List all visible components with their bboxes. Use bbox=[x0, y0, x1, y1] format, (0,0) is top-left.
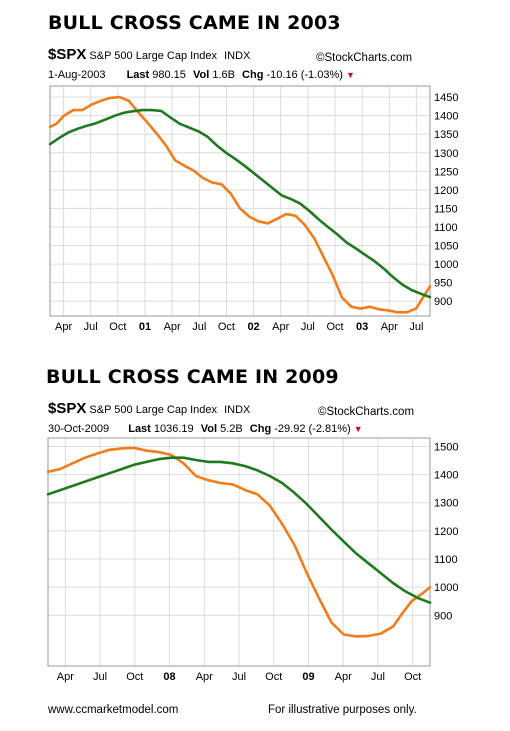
chart-1-source: ©StockCharts.com bbox=[316, 52, 412, 64]
chart-2-x-tick-label: Jul bbox=[93, 671, 107, 683]
chart-1-x-tick-label: 02 bbox=[247, 321, 259, 333]
chart-2-moving-average-line bbox=[46, 456, 432, 604]
chart-2-last-label: Last bbox=[128, 423, 151, 435]
chart-1-x-tick-label: Apr bbox=[381, 321, 398, 333]
down-triangle-icon: ▼ bbox=[345, 70, 355, 80]
chart-1-y-tick-label: 1100 bbox=[434, 222, 458, 234]
chart-2-x-tick-label: Apr bbox=[57, 671, 74, 683]
chart-2-x-tick-label: Oct bbox=[404, 671, 421, 683]
chart-2-index-name: S&P 500 Large Cap Index bbox=[89, 404, 218, 416]
chart-1-last-label: Last bbox=[126, 69, 150, 81]
chart-2-date: 30-Oct-2009 bbox=[48, 423, 110, 435]
chart-2-x-tick-label: 09 bbox=[302, 671, 314, 683]
footer-website[interactable]: www.ccmarketmodel.com bbox=[48, 704, 179, 716]
down-triangle-icon: ▼ bbox=[353, 424, 363, 434]
chart-1-x-tick-label: Jul bbox=[84, 321, 98, 333]
chart-2-x-tick-label: Apr bbox=[196, 671, 213, 683]
chart-1-x-tick-label: Jul bbox=[301, 321, 315, 333]
chart-1-y-tick-label: 1200 bbox=[434, 185, 458, 197]
chart-1-x-tick-label: 01 bbox=[139, 321, 151, 333]
chart-2-x-tick-label: Jul bbox=[371, 671, 385, 683]
footer-disclaimer: For illustrative purposes only. bbox=[268, 704, 417, 716]
chart-1-frame bbox=[49, 85, 431, 317]
chart-1-x-tick-label: Oct bbox=[218, 321, 235, 333]
chart-2-source: ©StockCharts.com bbox=[318, 406, 414, 418]
chart-2-y-tick-label: 1500 bbox=[434, 441, 458, 453]
chart-2-header-line-2: 30-Oct-2009 Last 1036.19 Vol 5.2B Chg -2… bbox=[48, 423, 363, 435]
chart-1-chg-value: -10.16 (-1.03%) bbox=[266, 69, 343, 81]
chart-2-x-tick-label: Oct bbox=[126, 671, 143, 683]
chart-2-vol-value: 5.2B bbox=[220, 423, 243, 435]
chart-2-exchange: INDX bbox=[224, 404, 251, 416]
chart-1-source-text: StockCharts.com bbox=[324, 52, 413, 64]
chart-2-x-tick-label: Apr bbox=[335, 671, 352, 683]
chart-2-price-line bbox=[46, 446, 432, 638]
chart-2-last-value: 1036.19 bbox=[153, 423, 194, 435]
chart-1-last-value: 980.15 bbox=[152, 69, 186, 81]
chart-2-symbol: $SPX bbox=[48, 400, 87, 417]
chart-1-y-tick-label: 1050 bbox=[434, 241, 458, 253]
chart-2-y-tick-label: 1200 bbox=[434, 526, 458, 538]
chart-1-y-tick-label: 950 bbox=[434, 278, 452, 290]
chart-1-vol-value: 1.6B bbox=[212, 69, 235, 81]
chart-1-y-tick-label: 1450 bbox=[434, 92, 458, 104]
chart-1-chg-label: Chg bbox=[242, 69, 264, 81]
chart-2-source-text: StockCharts.com bbox=[326, 406, 415, 418]
chart-1-x-tick-label: Oct bbox=[326, 321, 343, 333]
chart-1-symbol: $SPX bbox=[48, 46, 87, 63]
chart-1-y-tick-label: 1350 bbox=[434, 129, 458, 141]
chart-1-x-tick-label: Jul bbox=[192, 321, 206, 333]
chart-1-moving-average-line bbox=[48, 108, 432, 299]
copyright-icon: © bbox=[316, 52, 325, 64]
chart-2-header-line-1: $SPX S&P 500 Large Cap Index INDX bbox=[48, 400, 250, 417]
chart-1-index-name: S&P 500 Large Cap Index bbox=[89, 50, 218, 62]
chart-2-y-tick-label: 1400 bbox=[434, 470, 458, 482]
chart-1-exchange: INDX bbox=[224, 50, 251, 62]
chart-1-y-tick-label: 1400 bbox=[434, 111, 458, 123]
chart-2-y-tick-label: 1000 bbox=[434, 582, 458, 594]
chart-1-x-tick-label: 03 bbox=[356, 321, 368, 333]
copyright-icon: © bbox=[318, 406, 327, 418]
chart-2-frame bbox=[47, 437, 431, 667]
chart-2-y-tick-label: 1100 bbox=[434, 554, 458, 566]
chart-1-x-tick-label: Apr bbox=[55, 321, 72, 333]
chart-2-chg-value: -29.92 (-2.81%) bbox=[274, 423, 351, 435]
chart-1-x-tick-label: Apr bbox=[272, 321, 289, 333]
chart-1-y-tick-label: 1250 bbox=[434, 166, 458, 178]
chart-1-y-tick-label: 1300 bbox=[434, 148, 458, 160]
chart-1-title: BULL CROSS CAME IN 2003 bbox=[48, 12, 341, 34]
chart-1-vol-label: Vol bbox=[192, 69, 210, 81]
chart-1-y-tick-label: 1000 bbox=[434, 259, 458, 271]
chart-2-title: BULL CROSS CAME IN 2009 bbox=[46, 366, 339, 388]
chart-2-chg-label: Chg bbox=[249, 423, 272, 435]
chart-2-x-tick-label: Oct bbox=[265, 671, 282, 683]
chart-2-y-tick-label: 900 bbox=[434, 610, 452, 622]
chart-1-header-line-2: 1-Aug-2003 Last 980.15 Vol 1.6B Chg -10.… bbox=[48, 69, 355, 81]
chart-1-date: 1-Aug-2003 bbox=[48, 69, 106, 81]
chart-1-y-tick-label: 1150 bbox=[434, 203, 458, 215]
chart-1-header-line-1: $SPX S&P 500 Large Cap Index INDX bbox=[48, 46, 250, 63]
chart-2-vol-label: Vol bbox=[200, 423, 218, 435]
chart-2-y-tick-label: 1300 bbox=[434, 498, 458, 510]
chart-1-x-tick-label: Oct bbox=[109, 321, 126, 333]
chart-1-x-tick-label: Jul bbox=[409, 321, 423, 333]
chart-1-y-tick-label: 900 bbox=[434, 296, 452, 308]
chart-2-x-tick-label: Jul bbox=[232, 671, 246, 683]
chart-1-price-line bbox=[48, 95, 432, 314]
chart-1-x-tick-label: Apr bbox=[164, 321, 181, 333]
chart-2-x-tick-label: 08 bbox=[163, 671, 175, 683]
